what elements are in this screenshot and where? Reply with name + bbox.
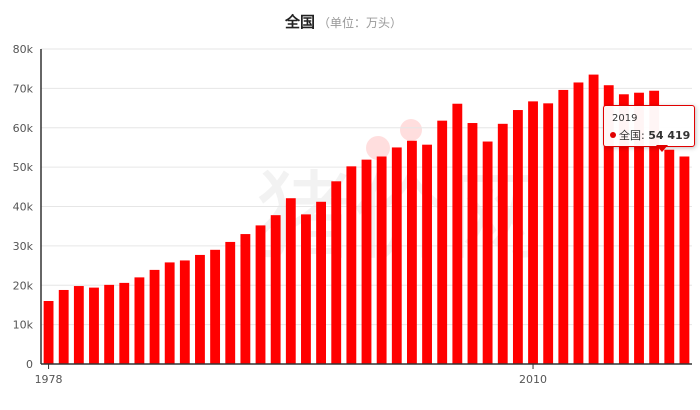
tooltip-value: 54 419 — [648, 129, 691, 142]
bar-2011[interactable] — [543, 103, 554, 365]
bar-1987[interactable] — [179, 260, 190, 364]
bar-2004[interactable] — [437, 120, 448, 364]
bar-2009[interactable] — [512, 110, 523, 364]
bar-2012[interactable] — [558, 89, 569, 364]
bar-2007[interactable] — [482, 141, 493, 364]
chart-subtitle: （单位：万头） — [318, 15, 402, 30]
chart-title: 全国 — [284, 13, 315, 31]
bar-1993[interactable] — [270, 215, 281, 364]
bar-2016[interactable] — [618, 94, 629, 364]
x-tick-label: 2010 — [519, 373, 547, 386]
bar-2018[interactable] — [649, 90, 660, 365]
bar-2019[interactable] — [664, 149, 675, 364]
bar-1992[interactable] — [255, 225, 266, 364]
watermark-dot — [400, 119, 422, 141]
bar-2005[interactable] — [452, 103, 463, 364]
bar-1986[interactable] — [164, 262, 175, 364]
bar-1982[interactable] — [104, 284, 115, 364]
bar-2006[interactable] — [467, 123, 478, 365]
bar-1997[interactable] — [331, 181, 342, 364]
bar-1991[interactable] — [240, 234, 251, 364]
y-tick-label: 80k — [13, 43, 34, 56]
y-tick-label: 40k — [13, 201, 34, 214]
bar-1981[interactable] — [89, 287, 99, 364]
bar-1995[interactable] — [301, 214, 311, 364]
y-tick-label: 70k — [13, 82, 34, 95]
bar-2008[interactable] — [497, 123, 508, 364]
bar-1983[interactable] — [119, 282, 130, 364]
bar-1978[interactable] — [43, 301, 54, 364]
tooltip-series-name: 全国 — [619, 129, 641, 142]
x-tick-label: 1978 — [35, 373, 63, 386]
tooltip-row: 全国: 54 419 — [610, 127, 690, 143]
bar-1984[interactable] — [134, 277, 145, 364]
tooltip-separator: : — [641, 129, 645, 142]
bar-1988[interactable] — [195, 254, 205, 364]
bar-1990[interactable] — [225, 241, 236, 364]
y-tick-label: 60k — [13, 122, 34, 135]
bar-1989[interactable] — [210, 249, 221, 364]
bar-2002[interactable] — [406, 140, 417, 364]
bar-2013[interactable] — [573, 82, 584, 364]
watermark-dot — [366, 136, 390, 160]
bar-2010[interactable] — [528, 101, 538, 365]
bar-1996[interactable] — [316, 201, 327, 364]
bar-1999[interactable] — [361, 159, 372, 364]
bar-2000[interactable] — [376, 156, 387, 364]
tooltip: 2019 全国: 54 419 — [603, 105, 695, 147]
y-tick-label: 0 — [26, 358, 33, 371]
y-tick-label: 50k — [13, 161, 34, 174]
bar-1994[interactable] — [285, 198, 296, 364]
bar-1979[interactable] — [58, 289, 69, 364]
bar-2001[interactable] — [391, 147, 402, 364]
axes: 0 10k 20k 30k 40k 50k 60k 70k 80k 1978 2010 — [13, 43, 692, 386]
bar-1998[interactable] — [346, 166, 357, 364]
bar-2020[interactable] — [679, 156, 690, 364]
series-dot-icon — [610, 132, 616, 138]
y-tick-label: 20k — [13, 279, 34, 292]
y-tick-label: 10k — [13, 319, 34, 332]
bar-1985[interactable] — [149, 269, 160, 364]
bar-2015[interactable] — [603, 85, 614, 364]
bar-2014[interactable] — [588, 74, 599, 364]
bar-2003[interactable] — [422, 144, 432, 364]
bar-2017[interactable] — [634, 92, 644, 365]
tooltip-pointer — [656, 145, 668, 152]
tooltip-year: 2019 — [612, 113, 638, 124]
y-tick-label: 30k — [13, 240, 34, 253]
bar-1980[interactable] — [73, 286, 84, 364]
bars — [43, 74, 690, 365]
